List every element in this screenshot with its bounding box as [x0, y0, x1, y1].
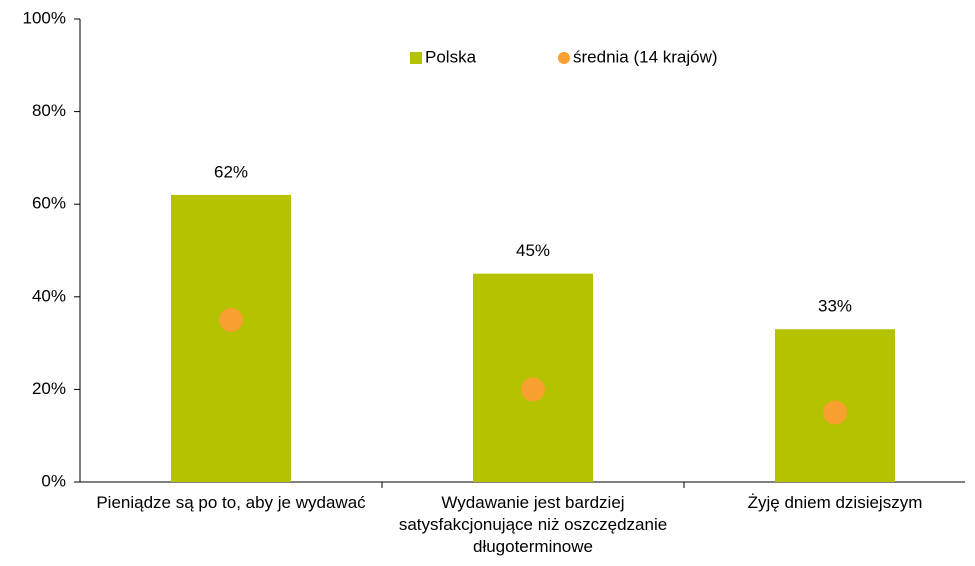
y-tick-label: 40%	[32, 286, 66, 305]
value-label: 33%	[818, 297, 852, 316]
value-label: 45%	[516, 241, 550, 260]
y-tick-label: 60%	[32, 194, 66, 213]
dot	[521, 377, 545, 402]
y-tick-label: 0%	[41, 471, 66, 490]
y-tick-label: 20%	[32, 379, 66, 398]
x-tick-label: Żyję dniem dzisiejszym	[747, 493, 923, 512]
dot	[823, 400, 847, 425]
x-tick-label: Wydawanie jest bardziej satysfakcjonując…	[398, 493, 668, 556]
legend-label: średnia (14 krajów)	[573, 47, 718, 66]
bar	[171, 194, 291, 482]
dot	[219, 307, 243, 332]
legend-swatch	[410, 52, 422, 64]
y-tick-label: 100%	[23, 8, 66, 27]
legend-label: Polska	[425, 47, 477, 66]
legend-swatch	[558, 52, 570, 64]
value-label: 62%	[214, 162, 248, 181]
x-tick-label: Pieniądze są po to, aby je wydawać	[96, 493, 366, 512]
y-tick-label: 80%	[32, 101, 66, 120]
